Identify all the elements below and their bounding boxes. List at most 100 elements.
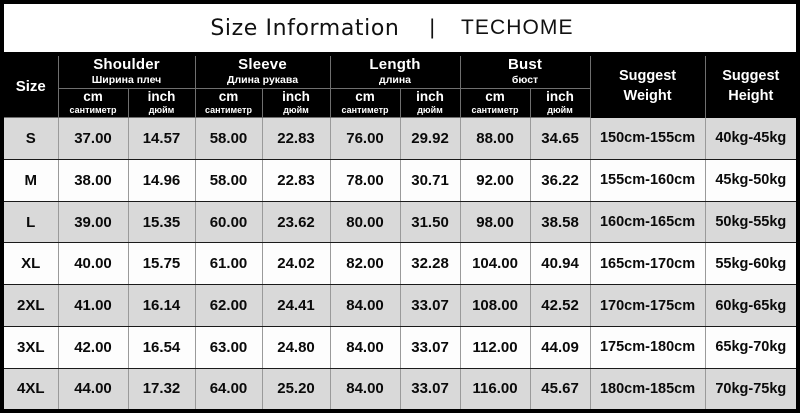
cell-suggest-height: 55kg-60kg [705, 242, 797, 286]
header-unit-sleeve-inch-ru: дюйм [283, 105, 309, 116]
cell-suggest-weight: 175cm-180cm [590, 326, 706, 369]
header-unit-length-inch: inch дюйм [400, 88, 461, 119]
table-row: L 39.00 15.35 60.00 23.62 80.00 31.50 98… [4, 201, 797, 244]
cell-bust-cm: 112.00 [460, 326, 531, 369]
cell-bust-inch: 44.09 [530, 326, 591, 369]
brand-name: TECHOME [460, 16, 574, 39]
header-group-sleeve-en: Sleeve [238, 56, 287, 73]
table-row: S 37.00 14.57 58.00 22.83 76.00 29.92 88… [4, 117, 797, 160]
table-body: S 37.00 14.57 58.00 22.83 76.00 29.92 88… [4, 117, 797, 409]
cell-shoulder-cm: 44.00 [58, 368, 129, 409]
size-table: Size Shoulder Ширина плеч Sleeve Длина р… [4, 56, 797, 409]
cell-size: XL [4, 242, 59, 286]
header-unit-sleeve-inch: inch дюйм [262, 88, 331, 119]
cell-shoulder-cm: 41.00 [58, 284, 129, 327]
cell-suggest-weight: 170cm-175cm [590, 284, 706, 327]
cell-length-inch: 30.71 [400, 159, 461, 202]
cell-size: S [4, 117, 59, 160]
cell-bust-cm: 116.00 [460, 368, 531, 409]
cell-shoulder-cm: 42.00 [58, 326, 129, 369]
table-header: Size Shoulder Ширина плеч Sleeve Длина р… [4, 56, 797, 119]
header-unit-length-cm-ru: сантиметр [341, 105, 389, 116]
cell-suggest-height: 40kg-45kg [705, 117, 797, 160]
header-group-length-en: Length [369, 56, 421, 73]
cell-sleeve-inch: 25.20 [262, 368, 331, 409]
cell-length-inch: 29.92 [400, 117, 461, 160]
cell-bust-cm: 104.00 [460, 242, 531, 286]
cell-sleeve-inch: 23.62 [262, 201, 331, 244]
header-suggest-weight: Suggest Weight [590, 56, 706, 118]
header-unit-bust-cm-ru: сантиметр [471, 105, 519, 116]
header-unit-sleeve-inch-en: inch [282, 88, 310, 104]
table-row: 2XL 41.00 16.14 62.00 24.41 84.00 33.07 … [4, 284, 797, 327]
cell-suggest-weight: 180cm-185cm [590, 368, 706, 409]
cell-shoulder-cm: 39.00 [58, 201, 129, 244]
cell-shoulder-inch: 16.14 [128, 284, 196, 327]
header-group-bust-en: Bust [507, 56, 543, 73]
title-banner: Size Information | TECHOME [4, 4, 796, 52]
cell-sleeve-cm: 58.00 [195, 117, 263, 160]
title-inner: Size Information | TECHOME [210, 16, 573, 41]
cell-length-cm: 78.00 [330, 159, 401, 202]
cell-bust-inch: 45.67 [530, 368, 591, 409]
cell-shoulder-cm: 38.00 [58, 159, 129, 202]
cell-suggest-weight: 165cm-170cm [590, 242, 706, 286]
header-group-shoulder: Shoulder Ширина плеч [58, 56, 196, 89]
cell-suggest-height: 70kg-75kg [705, 368, 797, 409]
cell-bust-inch: 40.94 [530, 242, 591, 286]
header-suggest-height: Suggest Height [705, 56, 797, 118]
cell-length-inch: 32.28 [400, 242, 461, 286]
cell-length-inch: 33.07 [400, 284, 461, 327]
cell-bust-cm: 88.00 [460, 117, 531, 160]
header-unit-length-cm: cm сантиметр [330, 88, 401, 119]
cell-sleeve-cm: 58.00 [195, 159, 263, 202]
header-row-units: cm сантиметр inch дюйм cm сантиметр inch… [4, 88, 796, 119]
cell-shoulder-inch: 16.54 [128, 326, 196, 369]
cell-bust-inch: 42.52 [530, 284, 591, 327]
cell-length-cm: 84.00 [330, 368, 401, 409]
cell-shoulder-inch: 15.75 [128, 242, 196, 286]
cell-shoulder-inch: 14.96 [128, 159, 196, 202]
cell-size: 3XL [4, 326, 59, 369]
header-unit-shoulder-inch: inch дюйм [128, 88, 196, 119]
cell-sleeve-inch: 24.80 [262, 326, 331, 369]
header-group-sleeve: Sleeve Длина рукава [195, 56, 331, 89]
cell-shoulder-inch: 17.32 [128, 368, 196, 409]
header-unit-length-inch-ru: дюйм [417, 105, 443, 116]
cell-shoulder-cm: 37.00 [58, 117, 129, 160]
cell-length-cm: 80.00 [330, 201, 401, 244]
header-unit-bust-inch-en: inch [546, 88, 574, 104]
header-unit-bust-inch-ru: дюйм [547, 105, 573, 116]
header-unit-bust-inch: inch дюйм [530, 88, 591, 119]
header-unit-sleeve-cm: cm сантиметр [195, 88, 263, 119]
size-table-container: Size Shoulder Ширина плеч Sleeve Длина р… [4, 56, 797, 409]
header-group-shoulder-ru: Ширина плеч [91, 74, 162, 87]
header-suggest-weight-line1: Suggest [618, 68, 677, 85]
header-unit-shoulder-cm: cm сантиметр [58, 88, 129, 119]
header-unit-bust-cm-en: cm [485, 88, 505, 104]
cell-size: 4XL [4, 368, 59, 409]
cell-suggest-height: 60kg-65kg [705, 284, 797, 327]
table-row: XL 40.00 15.75 61.00 24.02 82.00 32.28 1… [4, 242, 797, 286]
cell-suggest-weight: 155cm-160cm [590, 159, 706, 202]
header-suggest-height-line1: Suggest [722, 68, 780, 85]
cell-bust-inch: 36.22 [530, 159, 591, 202]
cell-sleeve-cm: 62.00 [195, 284, 263, 327]
cell-sleeve-inch: 24.02 [262, 242, 331, 286]
page-title: Size Information [210, 15, 400, 41]
cell-size: M [4, 159, 59, 202]
cell-sleeve-cm: 64.00 [195, 368, 263, 409]
cell-sleeve-cm: 60.00 [195, 201, 263, 244]
cell-suggest-height: 50kg-55kg [705, 201, 797, 244]
header-unit-sleeve-cm-en: cm [218, 88, 239, 104]
header-group-bust-ru: бюст [511, 74, 539, 87]
header-unit-sleeve-cm-ru: сантиметр [205, 105, 252, 116]
table-row: M 38.00 14.96 58.00 22.83 78.00 30.71 92… [4, 159, 797, 202]
cell-length-cm: 82.00 [330, 242, 401, 286]
header-suggest-weight-line2: Weight [623, 87, 672, 104]
cell-shoulder-inch: 14.57 [128, 117, 196, 160]
cell-suggest-weight: 150cm-155cm [590, 117, 706, 160]
table-row: 4XL 44.00 17.32 64.00 25.20 84.00 33.07 … [4, 368, 797, 409]
cell-length-inch: 31.50 [400, 201, 461, 244]
